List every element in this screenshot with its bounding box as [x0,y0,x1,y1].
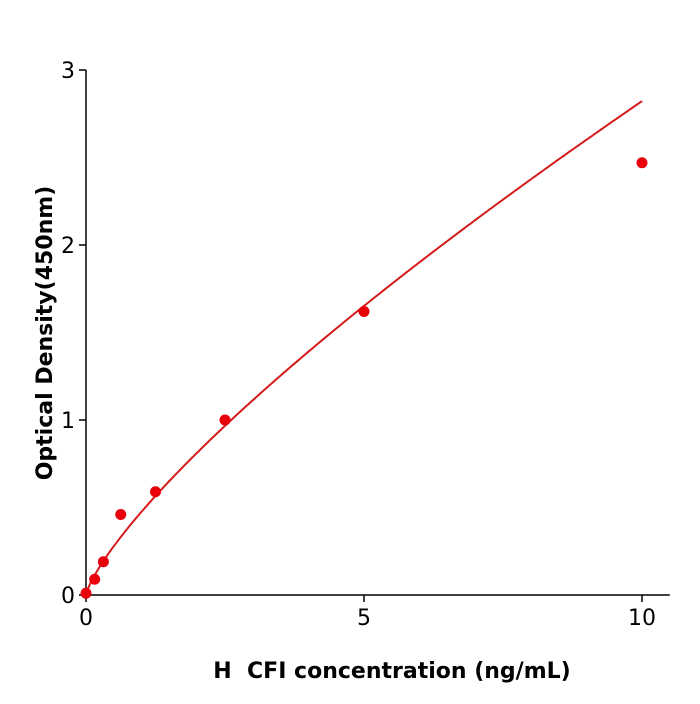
y-tick-label: 2 [61,234,75,259]
data-point [80,587,92,599]
y-tick-label: 1 [61,409,75,434]
data-point [115,509,127,520]
y-tick-label: 0 [61,584,75,609]
y-axis-label: Optical Density(450nm) [33,186,58,481]
x-axis-label: H CFI concentration (ng/mL) [213,659,570,684]
x-tick-label: 10 [628,606,656,631]
data-point [89,573,101,585]
data-point [97,556,109,568]
data-point [219,414,231,426]
y-tick-label: 3 [61,59,75,84]
data-point [150,486,161,498]
data-point [358,306,370,317]
x-tick-label: 0 [79,606,93,631]
data-point [636,157,648,169]
x-tick-label: 5 [357,606,371,631]
fit-curve [85,100,643,596]
